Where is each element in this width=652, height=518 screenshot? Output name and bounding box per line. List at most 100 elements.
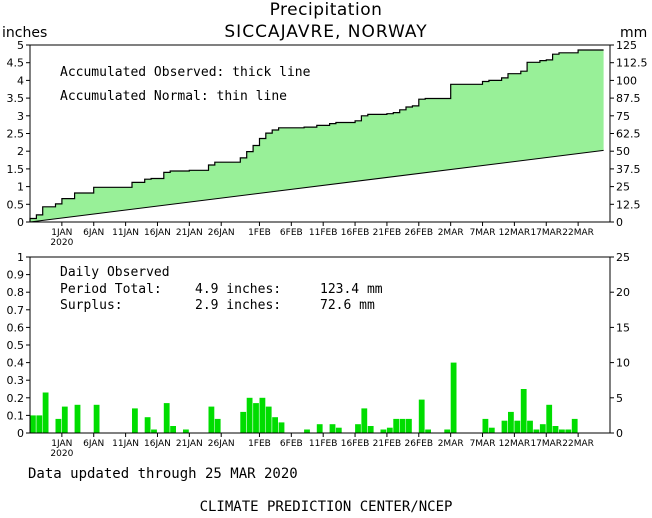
top-y2-tick-label: 12.5	[616, 198, 641, 211]
daily-bar	[36, 415, 43, 433]
period-total-mm: 123.4 mm	[320, 282, 383, 297]
daily-bar	[151, 429, 157, 433]
surplus-mm: 72.6 mm	[320, 298, 375, 313]
daily-bar	[30, 415, 36, 433]
daily-bar	[559, 429, 565, 433]
top-x-tick-label: 16FEB	[341, 228, 370, 238]
top-x-tick-label: 16JAN	[144, 228, 171, 238]
surplus-inches: 2.9 inches:	[195, 298, 281, 313]
daily-bar	[418, 399, 425, 433]
daily-bar	[552, 426, 559, 433]
daily-bar	[265, 406, 272, 433]
top-annotations: Accumulated Observed: thick line Accumula…	[60, 65, 311, 104]
daily-bar	[565, 429, 572, 433]
daily-bar	[361, 408, 368, 433]
daily-bar	[259, 397, 266, 433]
daily-bar	[132, 408, 138, 433]
top-y-tick-label: 4	[17, 74, 24, 87]
bottom-x-tick-label: 21FEB	[373, 439, 402, 449]
top-y2-tick-label: 87.5	[616, 92, 641, 105]
data-updated-note: Data updated through 25 MAR 2020	[28, 466, 298, 482]
top-y-tick-label: 2	[17, 145, 24, 158]
daily-bar	[527, 420, 533, 433]
bottom-x-tick-label: 6JAN	[83, 439, 104, 449]
top-y-tick-label: 2.5	[7, 128, 25, 141]
top-x-tick-label: 12MAR	[499, 228, 531, 238]
bottom-x-tick-label: 17MAR	[530, 439, 562, 449]
daily-bar	[246, 397, 253, 433]
bottom-x-tick-label: 12MAR	[499, 439, 531, 449]
daily-bar	[488, 427, 495, 433]
bottom-y-tick-label: 0.8	[7, 286, 25, 299]
bottom-y-tick-label: 0.9	[7, 269, 25, 282]
top-x-tick-label: 1FEB	[248, 228, 271, 238]
annotation-line: Accumulated Observed: thick line	[60, 65, 311, 80]
daily-bar	[74, 404, 81, 433]
chart-subtitle: SICCAJAVRE, NORWAY	[224, 22, 428, 42]
top-y2-tick-label: 37.5	[616, 163, 641, 176]
daily-bar	[355, 424, 361, 433]
bottom-x-tick-label: 7MAR	[470, 439, 496, 449]
top-x-tick-label: 17MAR	[530, 228, 562, 238]
bottom-x-tick-label: 16JAN	[144, 439, 171, 449]
top-y-tick-label: 5	[17, 39, 24, 52]
unit-inches-label: inches	[2, 25, 48, 41]
daily-bar	[539, 424, 546, 433]
daily-bar	[406, 418, 412, 433]
top-y2-tick-label: 50	[616, 145, 630, 158]
bottom-y-tick-label: 0.1	[7, 409, 25, 422]
daily-bar	[42, 392, 49, 433]
top-x-tick-label: 11FEB	[309, 228, 338, 238]
daily-bar	[240, 411, 247, 433]
daily-bar	[55, 418, 62, 433]
bottom-y-tick-label: 0.3	[7, 374, 25, 387]
bottom-x-tick-label: 1FEB	[248, 439, 271, 449]
daily-bar	[393, 418, 400, 433]
top-y-tick-label: 3	[17, 110, 24, 123]
bottom-y2-tick-label: 20	[616, 286, 630, 299]
accumulated-normal-line	[29, 149, 604, 223]
daily-bar	[514, 420, 521, 433]
bottom-x-tick-label: 21JAN	[176, 439, 203, 449]
top-x-tick-label: 2MAR	[438, 228, 464, 238]
daily-bar	[214, 418, 221, 433]
bottom-y2-tick-label: 15	[616, 321, 630, 334]
bottom-y-tick-label: 0.7	[7, 304, 25, 317]
period-total-inches: 4.9 inches:	[195, 282, 281, 297]
daily-bar	[253, 403, 259, 433]
top-y-tick-label: 3.5	[7, 92, 25, 105]
daily-bar	[367, 426, 374, 433]
daily-bar	[533, 429, 540, 433]
top-x-tick-label: 21JAN	[176, 228, 203, 238]
top-x-tick-label: 26JAN	[208, 228, 235, 238]
bottom-x-tick-label: 6FEB	[280, 439, 303, 449]
daily-bar	[335, 427, 342, 433]
daily-bar	[278, 422, 285, 433]
daily-bar	[272, 417, 278, 433]
top-x-tick-label: 6FEB	[280, 228, 303, 238]
bottom-x-tick-label: 26JAN	[208, 439, 235, 449]
bottom-x-tick-label: 11FEB	[309, 439, 338, 449]
bottom-y-tick-label: 0.4	[7, 357, 25, 370]
daily-bar	[304, 429, 310, 433]
daily-bar	[520, 389, 527, 433]
bottom-y-tick-label: 0	[17, 427, 24, 440]
top-y-tick-label: 0.5	[7, 198, 25, 211]
daily-bar	[399, 418, 406, 433]
top-x-tick-label: 11JAN	[112, 228, 139, 238]
bottom-x-tick-label: 16FEB	[341, 439, 370, 449]
daily-bar	[501, 420, 508, 433]
daily-bar	[170, 426, 176, 433]
daily-bar	[482, 418, 489, 433]
daily-bar	[208, 406, 215, 433]
top-y2-tick-label: 125	[616, 39, 637, 52]
bottom-x-tick-label: 1JAN	[51, 439, 72, 449]
top-x-tick-label: 26FEB	[405, 228, 434, 238]
bottom-y2-tick-label: 10	[616, 357, 630, 370]
top-y2-tick-label: 25	[616, 181, 630, 194]
chart-title: Precipitation	[269, 0, 383, 20]
bottom-y-tick-label: 0.2	[7, 392, 25, 405]
daily-bar	[386, 427, 393, 433]
daily-bar	[571, 418, 578, 433]
